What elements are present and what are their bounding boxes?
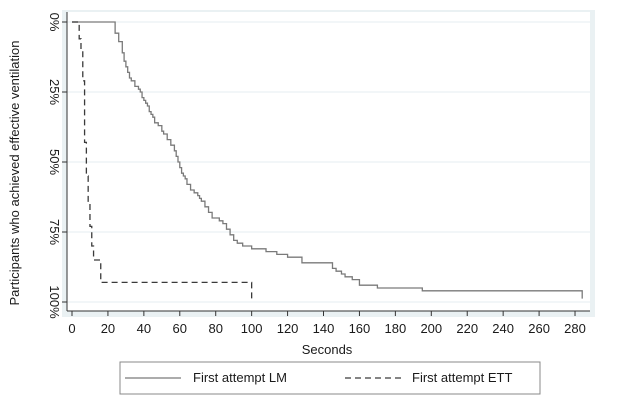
x-tick-label-220: 220 bbox=[456, 321, 478, 336]
series-line-ett bbox=[72, 21, 253, 302]
y-tick-label-75: 75% bbox=[47, 219, 62, 245]
x-tick-label-80: 80 bbox=[208, 321, 222, 336]
y-axis-title: Participants who achieved effective vent… bbox=[7, 41, 22, 306]
legend: First attempt LM First attempt ETT bbox=[119, 361, 541, 395]
x-tick-label-100: 100 bbox=[241, 321, 263, 336]
series-line-lm bbox=[72, 21, 583, 299]
x-tick-label-0: 0 bbox=[68, 321, 75, 336]
legend-label-lm: First attempt LM bbox=[193, 370, 287, 385]
ticks: 0% 25% 50% 75% 100% 0 20 40 60 80 100 120 140 160 180 2… bbox=[47, 13, 586, 336]
x-tick-label-160: 160 bbox=[349, 321, 371, 336]
legend-label-ett: First attempt ETT bbox=[412, 370, 512, 385]
y-tick-label-100: 100% bbox=[47, 285, 62, 319]
x-tick-label-260: 260 bbox=[528, 321, 550, 336]
x-tick-label-200: 200 bbox=[420, 321, 442, 336]
series-layer bbox=[72, 21, 583, 302]
y-tick-label-50: 50% bbox=[47, 149, 62, 175]
x-axis-title: Seconds bbox=[302, 342, 353, 357]
x-tick-label-140: 140 bbox=[313, 321, 335, 336]
x-tick-label-40: 40 bbox=[137, 321, 151, 336]
gridlines bbox=[67, 21, 590, 303]
x-tick-label-120: 120 bbox=[277, 321, 299, 336]
x-tick-label-240: 240 bbox=[492, 321, 514, 336]
y-tick-label-0: 0% bbox=[47, 13, 62, 32]
x-tick-label-60: 60 bbox=[173, 321, 187, 336]
x-tick-label-280: 280 bbox=[564, 321, 586, 336]
y-tick-label-25: 25% bbox=[47, 79, 62, 105]
x-tick-label-180: 180 bbox=[385, 321, 407, 336]
legend-box bbox=[119, 361, 541, 395]
x-tick-label-20: 20 bbox=[101, 321, 115, 336]
